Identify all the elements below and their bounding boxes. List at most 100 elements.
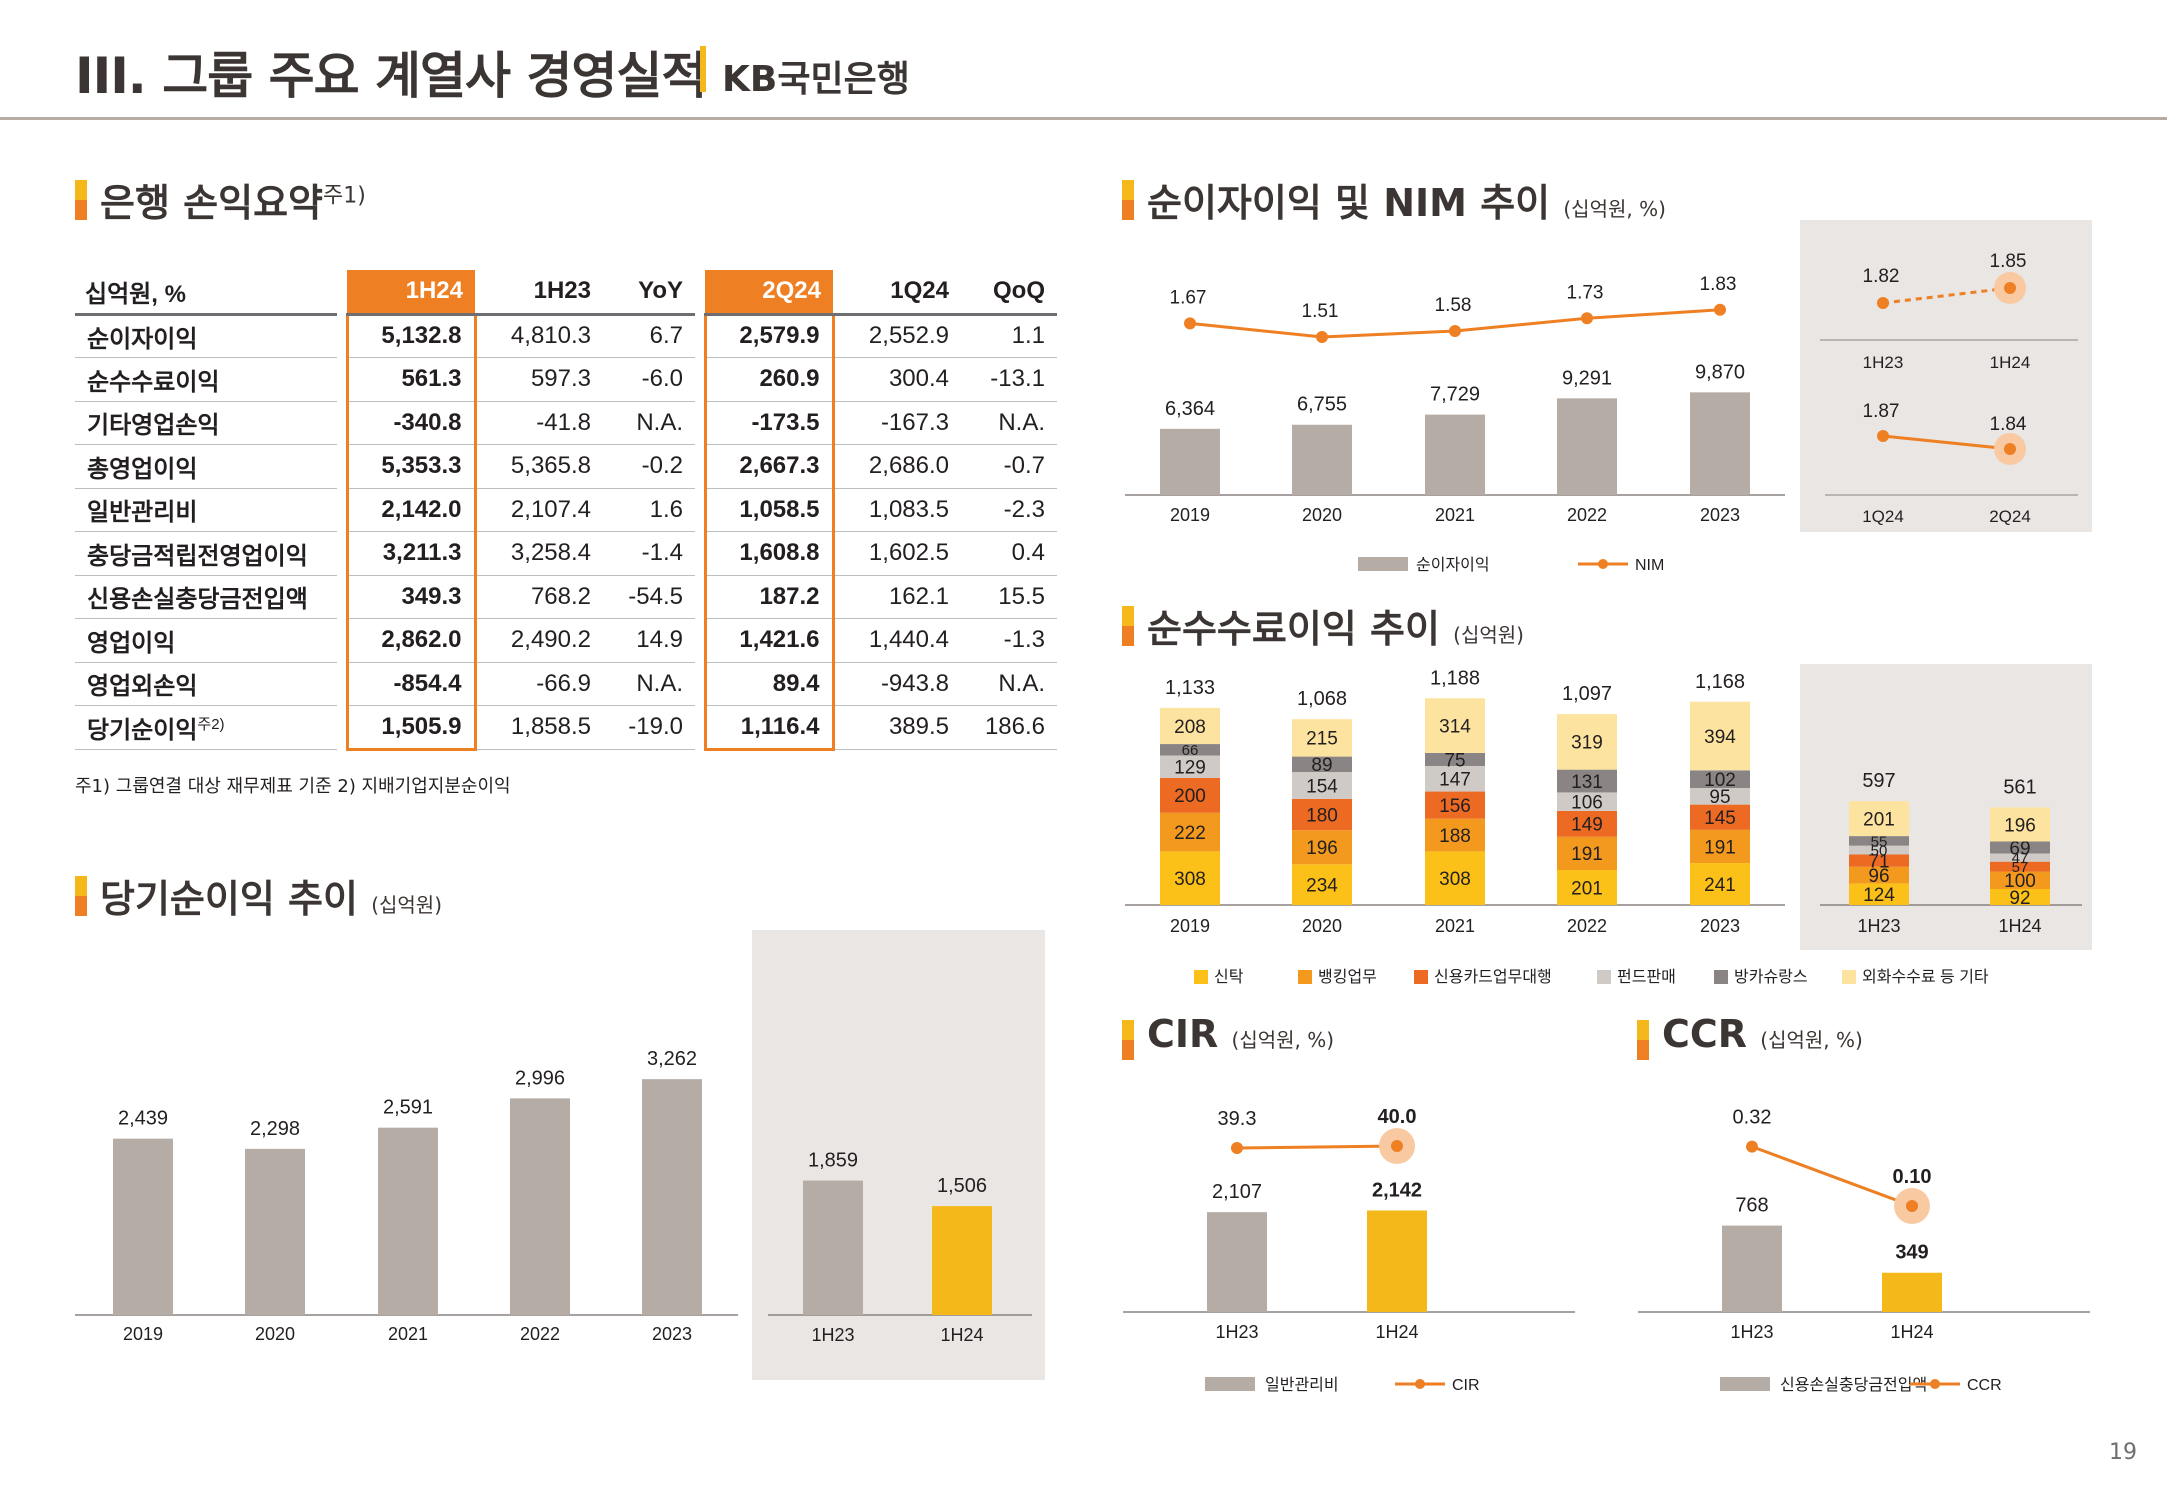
cell-yoy: N.A.: [603, 401, 695, 445]
col-gap: [337, 357, 347, 401]
nim-point: [1581, 312, 1593, 325]
segment-value-label: 95: [1709, 787, 1730, 808]
segment-value-label: 191: [1571, 844, 1603, 865]
cell-1q24: 162.1: [833, 575, 961, 619]
nim-point: [1316, 331, 1328, 343]
cell-1h24: 561.3: [345, 357, 477, 402]
bar-value-label: 349: [1895, 1242, 1928, 1264]
bar: [1160, 428, 1220, 495]
cell-2q24: 1,116.4: [703, 705, 835, 751]
cell-1h23: -41.8: [475, 401, 603, 445]
nii-unit: (십억원, %): [1563, 197, 1666, 221]
col-gap: [337, 662, 347, 706]
col-gap: [337, 401, 347, 445]
cell-qoq: 186.6: [961, 705, 1057, 750]
cell-yoy: -54.5: [603, 575, 695, 619]
cir-line: [1236, 1144, 1398, 1150]
segment-value-label: 154: [1306, 776, 1338, 797]
stack-segment: [1990, 871, 2050, 889]
stack-segment: [1690, 829, 1750, 864]
x-tick-label: 2023: [1700, 505, 1740, 525]
section-marker: [75, 876, 87, 916]
bar: [803, 1180, 863, 1315]
stack-segment: [1160, 707, 1220, 745]
bar: [1690, 392, 1750, 495]
ccr-unit: (십억원, %): [1760, 1028, 1863, 1052]
cell-yoy: -6.0: [603, 357, 695, 402]
row-label: 총영업이익: [75, 444, 337, 489]
nim-half-line: [1882, 286, 2011, 305]
segment-value-label: 241: [1704, 875, 1736, 896]
segment-value-label: 200: [1174, 786, 1206, 807]
bar-value-label: 1,859: [808, 1150, 858, 1172]
bar-value-label: 1,506: [937, 1175, 987, 1197]
net-income-chart: 2,439 2019 2,298 2020 2,591 2021 2,996 2022 3,26…: [75, 1048, 1032, 1345]
x-tick-label: 2020: [1302, 505, 1342, 525]
cell-1h24: 1,505.9: [345, 705, 477, 751]
stack-segment: [1690, 770, 1750, 789]
segment-value-label: 57: [2012, 859, 2029, 876]
stack-segment: [1990, 853, 2050, 862]
stack-segment: [1690, 804, 1750, 830]
row-label: 영업이익: [75, 618, 337, 663]
legend-swatch: [1842, 970, 1856, 984]
cell-yoy: 14.9: [603, 618, 695, 663]
x-tick-label: 2019: [123, 1324, 163, 1344]
section-marker: [75, 180, 87, 220]
legend-label-bar: 신용손실충당금전입액: [1780, 1376, 1927, 1394]
stack-segment: [1425, 851, 1485, 905]
segment-value-label: 191: [1704, 837, 1736, 858]
ccr-line: [1751, 1145, 1913, 1208]
x-tick-label: 2022: [1567, 505, 1607, 525]
stack-total-label: 1,188: [1430, 667, 1480, 689]
stack-segment: [1292, 772, 1352, 799]
stack-total-label: 1,097: [1562, 683, 1612, 705]
legend-label-bar: 일반관리비: [1265, 1376, 1339, 1394]
net-income-title-text: 당기순이익 추이: [100, 877, 358, 921]
x-tick-label: 2022: [520, 1324, 560, 1344]
cell-1h23: 3,258.4: [475, 531, 603, 576]
stack-segment: [1425, 765, 1485, 792]
cir-point: [1391, 1140, 1403, 1152]
col-gap: [337, 575, 347, 619]
col-gap: [337, 705, 347, 749]
col-gap: [337, 314, 347, 358]
page-title: III. 그룹 주요 계열사 경영실적: [75, 47, 707, 105]
x-tick-label: 1H23: [1863, 353, 1904, 372]
row-label-text: 일반관리비: [87, 499, 198, 527]
segment-value-label: 50: [1871, 842, 1888, 859]
stack-segment: [1849, 845, 1909, 855]
x-tick-label: 2020: [255, 1324, 295, 1344]
stack-segment: [1160, 755, 1220, 778]
nim-value-label: 1.58: [1435, 295, 1472, 316]
segment-value-label: 96: [1868, 866, 1889, 887]
stack-segment: [1990, 807, 2050, 842]
stack-segment: [1292, 864, 1352, 905]
cell-2q24: 89.4: [703, 662, 835, 706]
row-label-text: 순이자이익: [87, 325, 198, 353]
col-header-qoq: QoQ: [961, 270, 1057, 316]
cell-1q24: 389.5: [833, 705, 961, 750]
segment-value-label: 308: [1174, 869, 1206, 890]
cell-1h24: 2,142.0: [345, 488, 477, 532]
stack-segment: [1849, 801, 1909, 837]
cell-1h23: 597.3: [475, 357, 603, 402]
col-gap: [695, 575, 705, 619]
row-label-text: 충당금적립전영업이익: [87, 542, 308, 570]
col-gap: [695, 357, 705, 401]
segment-value-label: 145: [1704, 808, 1736, 829]
fee-unit: (십억원): [1453, 623, 1524, 647]
table-row: 기타영업손익 -340.8 -41.8 N.A. -173.5 -167.3 N.A.: [75, 401, 1057, 445]
row-label: 순수수료이익: [75, 357, 337, 402]
cell-1h24: -854.4: [345, 662, 477, 706]
x-tick-label: 2019: [1170, 505, 1210, 525]
table-row: 총영업이익 5,353.3 5,365.8 -0.2 2,667.3 2,686.0 -0.…: [75, 444, 1057, 489]
nim-quarter-line: [1882, 434, 2011, 451]
segment-value-label: 47: [2012, 850, 2029, 867]
legend-swatch-bar: [1720, 1377, 1770, 1391]
bar-value-label: 2,298: [250, 1118, 300, 1140]
stack-segment: [1425, 752, 1485, 766]
cir-value-label: 40.0: [1378, 1106, 1417, 1128]
cir-chart: 2,107 1H23 2,142 1H24 39.3 40.0 일반관리비 CIR: [1123, 1106, 1575, 1394]
bar: [1557, 398, 1617, 495]
